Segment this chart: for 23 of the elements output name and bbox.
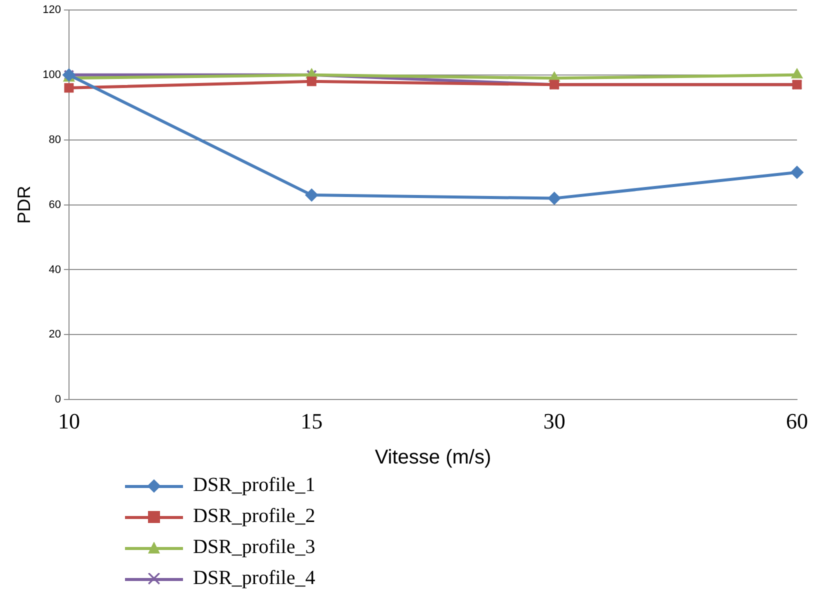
x-tick-label: 15 (300, 408, 323, 434)
point (791, 68, 803, 78)
y-axis-title: PDR (14, 186, 34, 224)
point (306, 76, 316, 86)
point (548, 192, 561, 205)
point (790, 166, 804, 179)
point (305, 188, 318, 202)
y-tick-label: 100 (42, 68, 61, 81)
legend-label: DSR_profile_4 (193, 567, 316, 590)
y-tick-label: 60 (48, 198, 61, 211)
y-tick-label: 40 (48, 264, 61, 276)
legend-label: DSR_profile_2 (193, 505, 316, 528)
y-tick-label: 80 (48, 134, 61, 146)
y-tick-label: 120 (42, 4, 61, 16)
x-tick-label: 10 (58, 408, 80, 434)
y-tick-label: 0 (54, 394, 61, 406)
x-tick-label: 30 (543, 408, 566, 434)
legend-label: DSR_profile_3 (193, 536, 316, 559)
x-axis-title: Vitesse (m/s) (374, 446, 492, 469)
y-tick-label: 20 (48, 328, 61, 341)
legend-label: DSR_profile_1 (193, 474, 316, 497)
x-tick-label: 60 (786, 408, 808, 434)
point (64, 83, 74, 93)
